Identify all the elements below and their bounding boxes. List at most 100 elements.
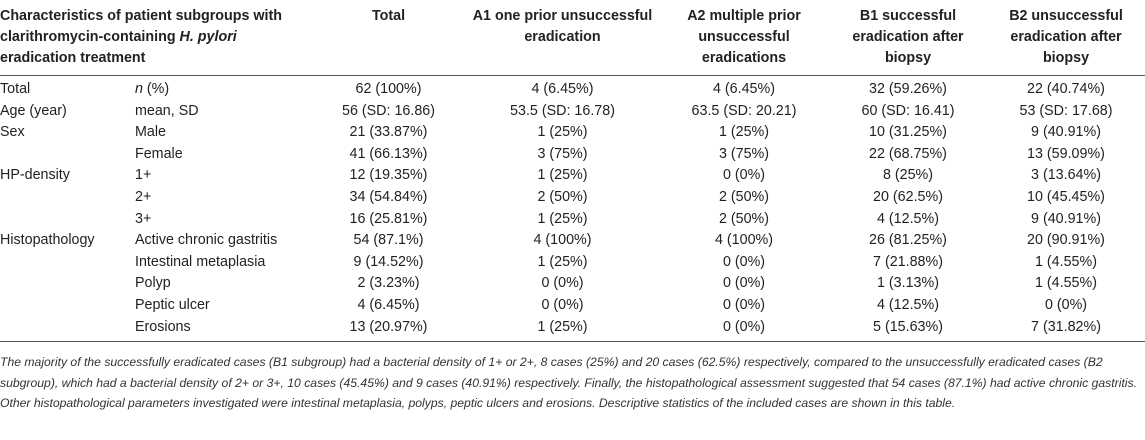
cell-total: 56 (SD: 16.86) [342, 102, 435, 119]
cell-total: 2 (3.23%) [357, 275, 420, 292]
cell-total: 4 (6.45%) [357, 296, 420, 313]
n-symbol: n [135, 81, 143, 97]
subgroup-label: Erosions [135, 318, 191, 335]
cell-a2: 0 (0%) [722, 275, 766, 292]
cell-a1: 1 (25%) [537, 210, 588, 227]
cell-a1: 4 (100%) [533, 232, 592, 249]
cell-b2: 9 (40.91%) [1031, 210, 1101, 227]
cell-a2: 4 (100%) [714, 232, 773, 249]
cell-a1: 2 (50%) [537, 188, 588, 205]
subgroup-label: Female [135, 145, 183, 162]
cell-a2: 2 (50%) [718, 210, 770, 227]
cell-b1: 32 (59.26%) [869, 81, 947, 97]
cell-b1: 60 (SD: 16.41) [861, 102, 955, 119]
cell-a1: 0 (0%) [541, 296, 584, 313]
header-b2: B2 unsuccessful eradication after biopsy [1009, 8, 1123, 66]
group-label: Total [0, 81, 31, 97]
cell-a2: 2 (50%) [718, 188, 770, 205]
cell-b1: 26 (81.25%) [869, 232, 947, 249]
subgroup-label: Active chronic gastritis [135, 232, 278, 249]
cell-total: 54 (87.1%) [353, 232, 424, 249]
cell-b1: 20 (62.5%) [873, 188, 943, 205]
group-label [0, 295, 133, 317]
cell-total: 21 (33.87%) [349, 124, 428, 141]
cell-total: 9 (14.52%) [353, 253, 424, 270]
table-header-row: Characteristics of patient subgroups wit… [0, 6, 1145, 76]
group-label: Age (year) [0, 102, 67, 119]
subgroup-label: 1+ [135, 167, 152, 184]
cell-a1: 3 (75%) [537, 145, 588, 162]
subgroup-label: Polyp [135, 275, 171, 292]
cell-b2: 22 (40.74%) [1027, 81, 1105, 97]
cell-a2: 63.5 (SD: 20.21) [691, 102, 797, 119]
table-row: Histopathology Active chronic gastritis 54… [0, 230, 1145, 252]
group-label [0, 187, 133, 209]
table-row: Polyp 2 (3.23%) 0 (0%) 0 (0%) 1 (3.13%) 1 (4.… [0, 273, 1145, 295]
cell-b1: 8 (25%) [882, 167, 934, 184]
subgroup-label: 2+ [135, 188, 152, 205]
cell-b2: 13 (59.09%) [1027, 145, 1105, 162]
cell-a1: 4 (6.45%) [531, 81, 594, 97]
cell-total: 41 (66.13%) [349, 145, 428, 162]
header-a2: A2 multiple prior unsuccessful eradicati… [687, 8, 801, 66]
percent-label: (%) [142, 81, 170, 97]
header-title-species: H. pylori [179, 29, 237, 45]
subgroup-label: Peptic ulcer [135, 296, 210, 313]
cell-total: 16 (25.81%) [349, 210, 428, 227]
group-label [0, 273, 133, 295]
cell-b1: 5 (15.63%) [873, 318, 943, 335]
cell-b2: 0 (0%) [1044, 296, 1088, 313]
group-label [0, 317, 133, 342]
cell-a2: 0 (0%) [722, 167, 766, 184]
cell-a1: 1 (25%) [537, 167, 588, 184]
header-title-part: Characteristics of patient subgroups wit… [0, 8, 283, 45]
header-a1: A1 one prior unsuccessful eradication [472, 8, 653, 45]
cell-b2: 7 (31.82%) [1031, 318, 1101, 335]
table-row: Female 41 (66.13%) 3 (75%) 3 (75%) 22 (68.75… [0, 144, 1145, 166]
cell-a1: 53.5 (SD: 16.78) [510, 102, 615, 119]
cell-total: 13 (20.97%) [349, 318, 428, 335]
subgroup-label: Male [135, 124, 166, 141]
subgroup-label: Intestinal metaplasia [135, 253, 266, 270]
group-label: Sex [0, 124, 25, 141]
cell-a2: 0 (0%) [722, 296, 766, 313]
cell-a2: 3 (75%) [718, 145, 770, 162]
cell-b2: 10 (45.45%) [1027, 188, 1105, 205]
subgroup-label: mean, SD [135, 102, 199, 119]
table-row: Erosions 13 (20.97%) 1 (25%) 0 (0%) 5 (15.63… [0, 317, 1145, 342]
table-row: 2+ 34 (54.84%) 2 (50%) 2 (50%) 20 (62.5%) 10 … [0, 187, 1145, 209]
cell-a1: 1 (25%) [537, 253, 588, 270]
characteristics-table: Characteristics of patient subgroups wit… [0, 6, 1145, 342]
header-characteristics: Characteristics of patient subgroups wit… [0, 6, 311, 76]
cell-a2: 0 (0%) [722, 253, 766, 270]
group-label: Histopathology [0, 232, 95, 249]
cell-a1: 1 (25%) [537, 318, 588, 335]
cell-b1: 4 (12.5%) [877, 210, 939, 227]
table-row: Total n (%) 62 (100%) 4 (6.45%) 4 (6.45%) 32 … [0, 76, 1145, 101]
table-row: Age (year) mean, SD 56 (SD: 16.86) 53.5 (SD… [0, 101, 1145, 123]
cell-b1: 7 (21.88%) [873, 253, 943, 270]
header-b1: B1 successful eradication after biopsy [852, 8, 964, 66]
table-row: Intestinal metaplasia 9 (14.52%) 1 (25%) 0 … [0, 252, 1145, 274]
cell-a1: 1 (25%) [537, 124, 588, 141]
cell-a1: 0 (0%) [541, 275, 584, 292]
cell-b2: 1 (4.55%) [1035, 275, 1097, 292]
cell-total: 62 (100%) [355, 81, 422, 97]
cell-b1: 4 (12.5%) [877, 296, 939, 313]
cell-b1: 22 (68.75%) [869, 145, 947, 162]
cell-b2: 20 (90.91%) [1027, 232, 1105, 249]
cell-b2: 1 (4.55%) [1035, 253, 1097, 270]
subgroup-label: 3+ [135, 210, 152, 227]
table-row: 3+ 16 (25.81%) 1 (25%) 2 (50%) 4 (12.5%) 9 (4… [0, 209, 1145, 231]
cell-a2: 0 (0%) [722, 318, 766, 335]
group-label: HP-density [0, 167, 70, 184]
header-title-part: eradication treatment [0, 50, 146, 66]
cell-b2: 53 (SD: 17.68) [1019, 102, 1113, 119]
table-row: Sex Male 21 (33.87%) 1 (25%) 1 (25%) 10 (31.2… [0, 122, 1145, 144]
header-total: Total [371, 8, 406, 24]
group-label [0, 144, 133, 166]
cell-total: 34 (54.84%) [349, 188, 428, 205]
group-label [0, 209, 133, 231]
table-row: HP-density 1+ 12 (19.35%) 1 (25%) 0 (0%) 8 (2… [0, 165, 1145, 187]
